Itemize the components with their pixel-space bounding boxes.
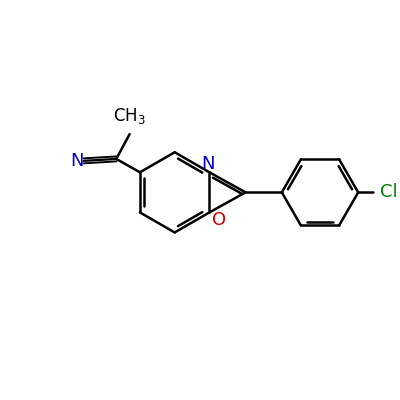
Text: O: O (212, 211, 226, 229)
Text: Cl: Cl (380, 183, 397, 201)
Text: CH$_3$: CH$_3$ (113, 106, 146, 126)
Text: N: N (201, 155, 214, 173)
Text: N: N (70, 152, 84, 170)
